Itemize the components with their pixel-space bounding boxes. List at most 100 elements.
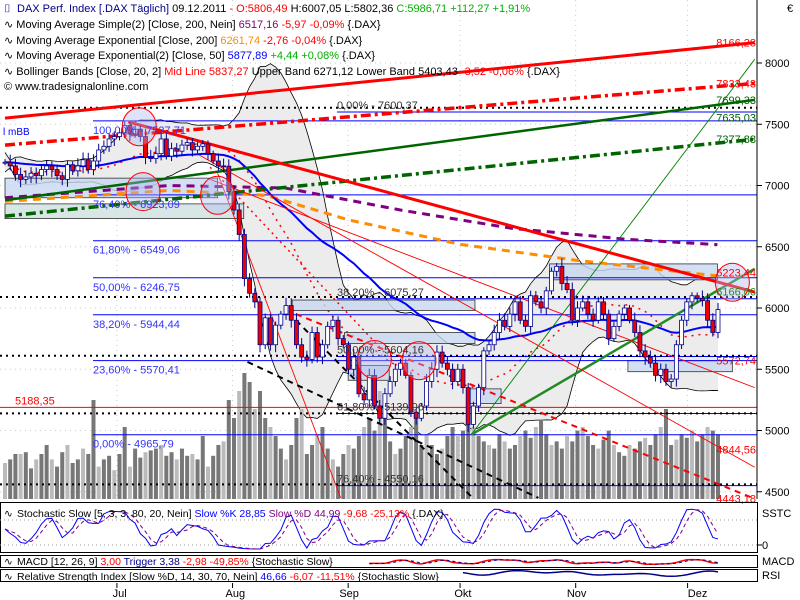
candle-body — [158, 138, 164, 155]
candle-body — [215, 160, 221, 167]
candle-body — [679, 319, 684, 346]
candle-body — [564, 283, 570, 291]
annotation-circle — [714, 262, 750, 302]
volume-bar — [310, 445, 315, 499]
fib-level-label: 76,40% - 6923,09 — [93, 199, 180, 211]
stochastic-change: -9,68 -25,13% — [343, 508, 410, 520]
stochastic-d: Slow %D 44,99 — [268, 508, 341, 520]
stochastic-panel — [0, 502, 758, 553]
volume-bar — [195, 459, 200, 499]
candle-body — [502, 319, 508, 327]
candle-body — [91, 160, 96, 170]
price-axis-label: 5000 — [765, 426, 789, 438]
candle-body — [184, 142, 190, 146]
candle-body — [673, 344, 679, 380]
volume-bar — [414, 418, 419, 499]
candle-body — [710, 319, 716, 333]
candle-body — [44, 165, 50, 170]
volume-bar — [523, 430, 528, 499]
volume-bar — [127, 466, 132, 499]
trendline-label: 8166,28 — [716, 38, 756, 50]
volume-bar — [476, 436, 481, 499]
volume-bar — [341, 454, 346, 499]
fib-level-label: 0,00% - 7600,37 — [337, 100, 418, 112]
stochastic-zero-label: 0 — [762, 540, 769, 552]
indicator-icon: ∿ — [4, 556, 13, 568]
indicator-change: -2,76 -0,04% — [263, 34, 327, 47]
quote-low: L:5802,36 — [344, 3, 394, 15]
candle-body — [512, 301, 518, 315]
candle-body — [356, 356, 362, 395]
trendline-label: 4844,56 — [716, 445, 756, 457]
plot-area — [0, 0, 757, 499]
indicator-label: Moving Average Exponential(2) [Close, 50… — [16, 50, 225, 62]
indicator-value: 6261,74 — [220, 34, 261, 47]
candle-body — [585, 301, 591, 315]
volume-bar — [96, 466, 101, 499]
candle-body — [101, 145, 107, 151]
rsi-suffix: {Stochastic Slow} — [357, 571, 439, 583]
volume-bar — [565, 436, 570, 499]
candle-body — [137, 128, 143, 137]
volume-bar — [403, 436, 408, 499]
volume-bar — [596, 448, 601, 499]
candle-body — [366, 374, 372, 401]
volume-bar — [388, 441, 393, 499]
currency-label: € — [787, 3, 794, 15]
volume-bar — [606, 430, 611, 499]
trendline-label: 7377,88 — [716, 134, 756, 146]
indicator-change: -5,97 -0,09% — [281, 19, 345, 31]
candle-body — [169, 148, 174, 157]
candle-body — [236, 209, 242, 235]
volume-bar — [148, 450, 153, 499]
candle-body — [361, 393, 367, 401]
volume-bar — [377, 391, 382, 499]
macd-trigger-line — [369, 559, 719, 565]
macd-value: 3,00 — [100, 556, 121, 568]
volume-bar — [429, 445, 434, 499]
volume-bar — [153, 448, 158, 499]
volume-bar — [216, 445, 221, 499]
candle-body — [252, 292, 258, 303]
indicator-icon: ∿ — [4, 34, 14, 47]
candle-body — [23, 176, 29, 180]
candle-body — [606, 313, 612, 340]
indicator-label: Bollinger Bands [Close, 20, 2] — [16, 65, 162, 78]
candle-body — [637, 332, 643, 352]
volume-bar — [55, 466, 60, 499]
candle-body — [413, 411, 419, 419]
candle-body — [28, 172, 34, 178]
macd-line — [369, 558, 719, 566]
indicator-legend-row: ∿ Moving Average Simple(2) [Close, 200, … — [4, 19, 381, 32]
annotation-circle — [401, 341, 437, 381]
volume-bar — [284, 459, 289, 499]
candle-body — [304, 356, 310, 360]
rsi-label: Relative Strength Index [Slow %D, 14, 30… — [17, 571, 258, 583]
candle-body — [481, 350, 487, 389]
candle-body — [418, 405, 424, 419]
fib-level-label: 50,00% - 5604,16 — [337, 344, 424, 356]
volume-bar — [617, 452, 622, 499]
volume-bar — [398, 448, 403, 499]
volume-bar — [247, 382, 252, 499]
volume-bar — [65, 445, 70, 499]
volume-bar — [81, 448, 86, 499]
volume-bar — [471, 427, 476, 499]
candle-body — [450, 368, 455, 382]
separator: - — [229, 3, 234, 15]
trendline-label: 6166,06 — [716, 287, 756, 299]
volume-bar — [268, 427, 273, 499]
candle-body — [559, 265, 565, 284]
bollinger-band-fill — [5, 63, 718, 436]
macd-legend: ∿ MACD [12, 26, 9] 3,00 Trigger 3,38 -2,9… — [4, 556, 333, 568]
indicator-suffix: {.DAX} — [329, 34, 363, 47]
candle-body — [346, 344, 351, 370]
candle-body — [143, 136, 148, 158]
candle-body — [684, 301, 690, 321]
candle-body — [595, 301, 601, 321]
volume-bar — [643, 437, 648, 499]
volume-bar — [70, 463, 75, 499]
candle-body — [257, 301, 263, 346]
